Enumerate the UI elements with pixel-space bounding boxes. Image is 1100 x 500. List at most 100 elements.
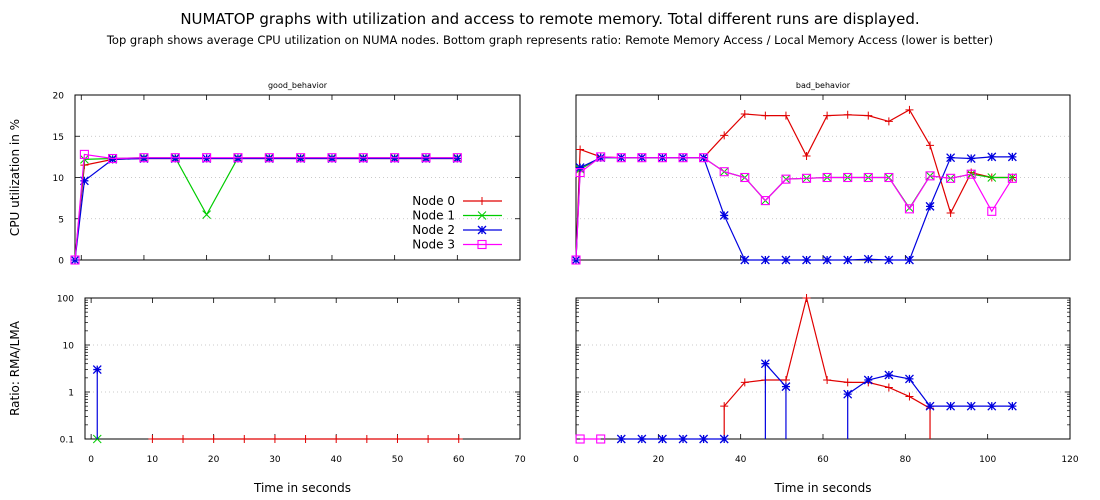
chart-panel-4	[575, 294, 1071, 444]
series-node-2	[70, 154, 462, 265]
data-point	[108, 153, 118, 164]
data-point	[390, 154, 400, 163]
y-axis-label: Ratio: RMA/LMA	[8, 320, 22, 416]
x-tick-label: 40	[330, 455, 342, 465]
data-point	[781, 255, 791, 265]
data-point	[240, 435, 249, 443]
series-line	[74, 157, 458, 261]
data-point	[139, 153, 149, 163]
data-point	[719, 167, 729, 177]
data-point	[904, 204, 915, 214]
x-tick-label: 40	[735, 455, 747, 465]
chart-panel-3	[84, 297, 521, 444]
y-tick-label: 0.1	[60, 436, 74, 446]
data-point	[678, 153, 688, 163]
data-point	[616, 434, 626, 444]
data-point	[760, 196, 770, 206]
data-point	[575, 168, 585, 178]
data-point	[966, 154, 976, 163]
data-point	[657, 434, 667, 444]
y-tick-label: 10	[63, 342, 75, 352]
data-point	[884, 172, 894, 183]
data-point	[1007, 173, 1017, 183]
data-point	[946, 208, 955, 217]
data-point	[905, 105, 914, 114]
plot-frame	[575, 297, 1071, 440]
plot-frame	[74, 94, 521, 261]
data-point	[108, 154, 118, 164]
data-point	[202, 154, 212, 163]
y-axis-label: CPU utilization in %	[8, 119, 22, 236]
data-point	[358, 154, 368, 163]
series-node-0	[720, 294, 935, 439]
data-point	[296, 153, 306, 163]
series-node-0	[148, 435, 463, 443]
data-point	[740, 255, 750, 265]
x-tick-label: 120	[1061, 455, 1078, 465]
data-point	[424, 435, 433, 443]
y-tick-label: 10	[53, 174, 65, 184]
data-point	[884, 117, 893, 126]
data-point	[843, 378, 852, 387]
series-node-2	[616, 359, 1017, 444]
data-point	[233, 153, 243, 163]
y-tick-label: 0	[58, 257, 64, 267]
data-point	[802, 152, 811, 161]
data-point	[925, 171, 935, 181]
series-line	[575, 156, 1013, 261]
x-tick-label: 70	[514, 455, 526, 465]
data-point	[905, 392, 914, 401]
data-point	[301, 435, 310, 443]
page-title: NUMATOP graphs with utilization and acce…	[180, 10, 920, 28]
data-point	[884, 255, 894, 265]
data-point	[327, 154, 337, 163]
data-point	[170, 153, 180, 163]
series-node-0	[71, 154, 462, 264]
x-tick-label: 20	[653, 455, 665, 465]
data-point	[843, 172, 853, 183]
x-tick-label: 50	[392, 455, 404, 465]
data-point	[148, 435, 157, 443]
data-point	[477, 239, 487, 250]
data-point	[332, 435, 341, 443]
chart-panel-2	[571, 94, 1071, 265]
data-point	[139, 154, 149, 163]
data-point	[946, 173, 956, 183]
y-tick-label: 15	[53, 133, 64, 143]
series-line	[723, 297, 931, 409]
series-line	[74, 153, 458, 261]
x-axis-label: Time in seconds	[253, 481, 351, 495]
series-node-3	[70, 149, 462, 265]
data-point	[362, 435, 371, 443]
data-point	[863, 375, 873, 385]
series-line	[575, 156, 1013, 261]
legend-label: Node 0	[412, 194, 455, 208]
series-line	[575, 109, 1013, 261]
data-point	[966, 401, 976, 411]
data-point	[699, 434, 709, 444]
y-tick-label: 1	[68, 389, 74, 399]
data-point	[209, 435, 218, 443]
data-point	[925, 401, 935, 411]
series-node-1	[70, 153, 462, 265]
series-line	[847, 374, 1013, 407]
data-point	[781, 111, 790, 120]
data-point	[202, 210, 211, 219]
data-point	[884, 370, 894, 380]
data-point	[452, 153, 462, 163]
data-point	[925, 201, 935, 211]
chart-panel-1	[70, 94, 521, 265]
data-point	[719, 434, 729, 444]
data-point	[720, 131, 729, 140]
data-point	[170, 154, 180, 163]
chart-legend	[463, 197, 502, 250]
data-point	[926, 141, 935, 150]
x-tick-label: 0	[573, 455, 579, 465]
data-point	[571, 255, 581, 265]
data-point	[616, 153, 626, 163]
data-point	[576, 145, 585, 154]
data-point	[296, 154, 306, 163]
y-tick-label: 5	[58, 215, 64, 225]
data-point	[823, 111, 832, 120]
